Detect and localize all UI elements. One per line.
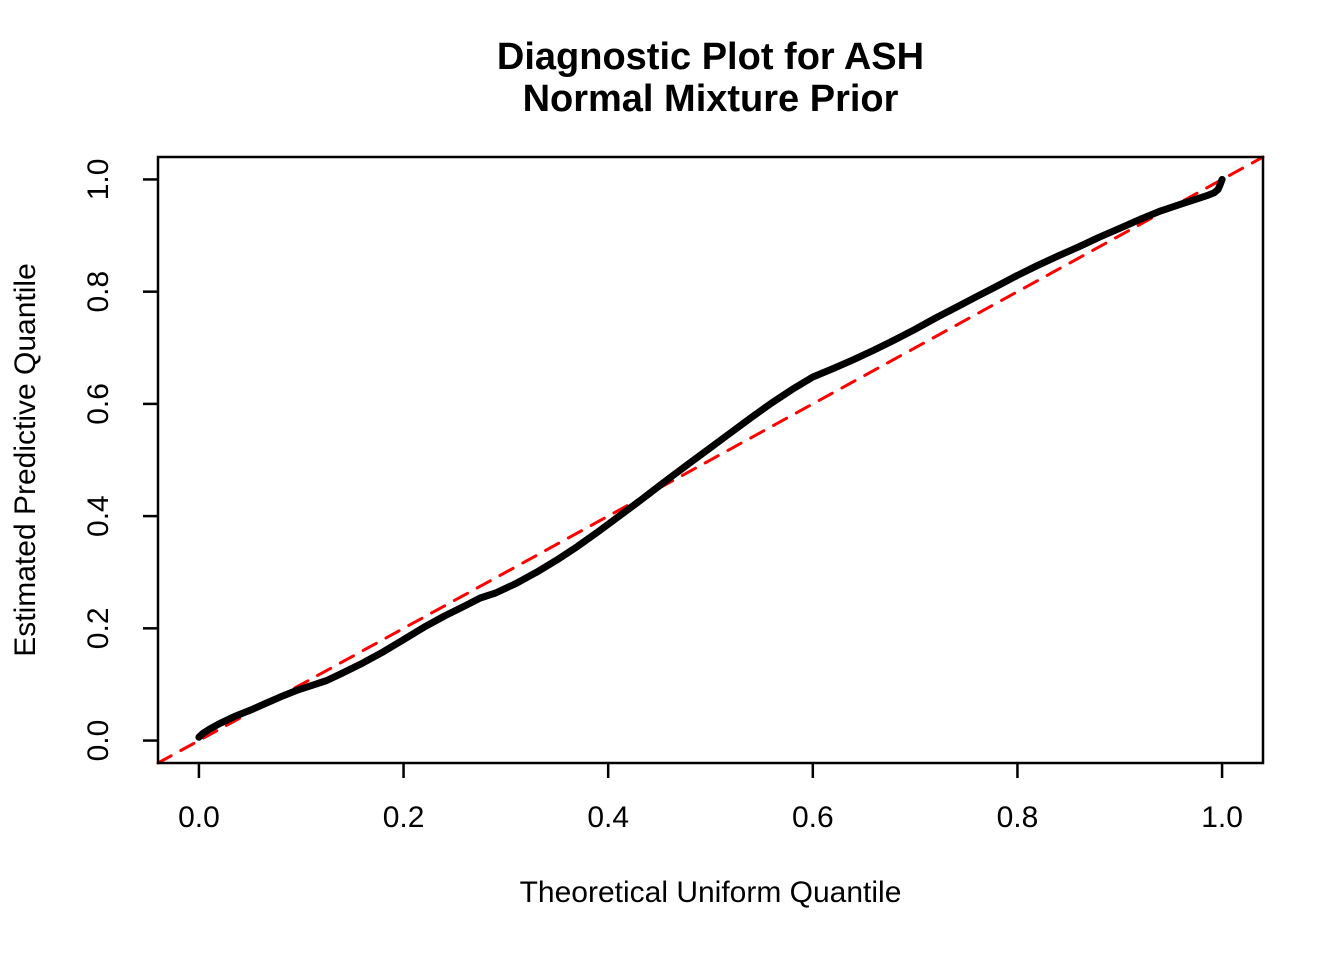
y-tick-label: 0.4 — [82, 495, 115, 537]
estimated-predictive-quantile-curve — [195, 175, 1226, 741]
reference-identity-line — [156, 155, 1265, 765]
x-tick-label: 0.8 — [997, 801, 1039, 834]
x-tick-label: 0.0 — [178, 801, 220, 834]
y-tick-label: 0.0 — [82, 720, 115, 762]
y-tick-label: 0.6 — [82, 383, 115, 425]
x-tick-label: 0.6 — [792, 801, 834, 834]
y-tick-label: 0.2 — [82, 607, 115, 649]
chart-title: Diagnostic Plot for ASH Normal Mixture P… — [158, 36, 1263, 120]
y-axis-title: Estimated Predictive Quantile — [9, 263, 42, 657]
y-tick-label: 0.8 — [82, 271, 115, 313]
x-tick-label: 0.2 — [383, 801, 425, 834]
x-axis-title: Theoretical Uniform Quantile — [519, 876, 902, 909]
chart-title-line1: Diagnostic Plot for ASH — [496, 36, 925, 78]
chart-title-line2: Normal Mixture Prior — [522, 78, 899, 120]
x-tick-label: 1.0 — [1201, 801, 1243, 834]
y-tick-label: 1.0 — [82, 159, 115, 201]
plot-box-border — [156, 155, 1265, 765]
x-tick-label: 0.4 — [587, 801, 629, 834]
